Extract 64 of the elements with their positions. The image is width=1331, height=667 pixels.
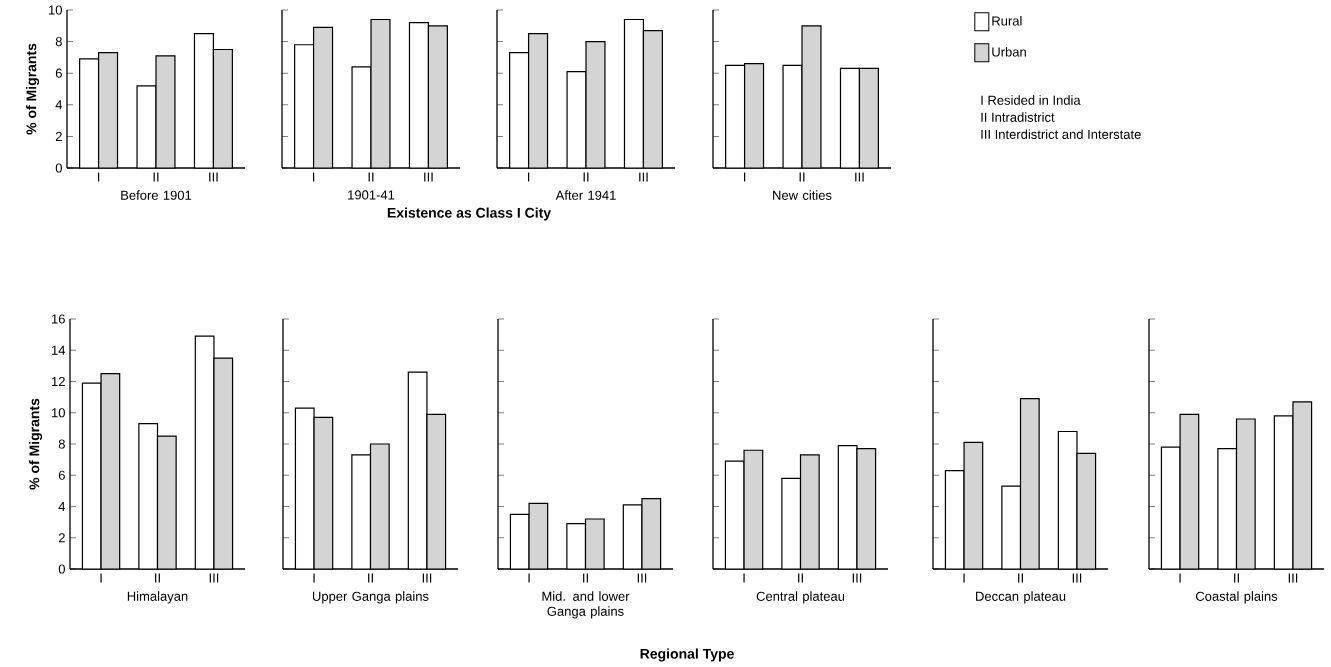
x-tick-label: III [209, 172, 218, 182]
y-tick-label: 14 [52, 345, 66, 355]
x-axis-title: Upper Ganga plains [312, 591, 429, 604]
y-axis-title: % of Migrants [26, 43, 40, 135]
y-tick-label: 16 [52, 314, 65, 324]
x-tick-label: II [799, 172, 805, 182]
y-tick-label: 2 [55, 131, 62, 141]
text: I Resided in India [981, 95, 1081, 105]
x-tick-label: II [155, 573, 160, 583]
x-axis-title: After 1941 [555, 190, 616, 200]
x-tick-label: III [639, 172, 648, 182]
y-tick-label: 2 [58, 533, 65, 543]
x-tick-label: I [313, 573, 315, 583]
x-axis-title: New cities [773, 190, 832, 200]
legend-label: Rural [992, 16, 1022, 26]
x-tick-label: III [1288, 573, 1298, 583]
y-tick-label: 4 [58, 502, 66, 511]
y-tick-label: 0 [58, 564, 65, 574]
x-axis-title: Himalayan [127, 591, 188, 604]
x-tick-label: III [209, 573, 219, 583]
x-tick-label: I [97, 172, 100, 182]
x-tick-label: II [583, 573, 588, 583]
y-tick-label: 10 [48, 5, 62, 15]
x-tick-label: III [637, 573, 647, 583]
x-tick-label: III [424, 172, 433, 182]
y-axis-title: % of Migrants [29, 398, 43, 490]
x-tick-label: III [855, 172, 864, 182]
y-tick-label: 10 [52, 408, 65, 418]
x-axis-title: 1901-41 [348, 190, 395, 200]
y-tick-label: 8 [55, 36, 62, 47]
x-tick-label: II [798, 573, 803, 583]
x-tick-label: III [1072, 573, 1082, 583]
x-tick-label: I [1179, 573, 1181, 583]
y-tick-label: 4 [55, 100, 63, 110]
x-axis-title: Before 1901 [121, 190, 192, 200]
x-tick-label: I [527, 172, 530, 182]
x-tick-label: I [743, 573, 745, 583]
y-tick-label: 6 [55, 68, 62, 78]
y-tick-label: 0 [55, 163, 62, 173]
x-tick-label: I [100, 573, 102, 583]
text: Existence as Class I City [387, 207, 552, 221]
y-tick-label: 8 [58, 439, 65, 449]
x-tick-label: II [368, 172, 374, 182]
x-axis-title: Coastal plains [1195, 591, 1278, 604]
x-tick-label: II [368, 573, 373, 583]
x-tick-label: III [422, 573, 432, 583]
x-axis-title: Deccan plateau [976, 591, 1066, 604]
x-axis-title: Central plateau [756, 591, 845, 604]
text: Regional Type [640, 648, 734, 662]
x-tick-label: II [1234, 573, 1239, 583]
x-tick-label: I [528, 573, 530, 583]
x-tick-label: I [743, 172, 746, 182]
y-tick-label: 6 [58, 470, 65, 480]
text: III Interdistrict and Interstate [981, 129, 1141, 139]
x-tick-label: II [583, 172, 589, 182]
x-tick-label: II [1018, 573, 1023, 583]
x-tick-label: II [153, 172, 159, 182]
x-tick-label: I [963, 573, 965, 583]
text: II Intradistrict [981, 112, 1055, 122]
x-tick-label: I [312, 172, 315, 182]
x-axis-title: Mid. and lower Ganga plains [542, 591, 630, 619]
y-tick-label: 12 [52, 376, 65, 387]
x-tick-label: III [852, 573, 862, 583]
legend-label: Urban [992, 47, 1026, 57]
